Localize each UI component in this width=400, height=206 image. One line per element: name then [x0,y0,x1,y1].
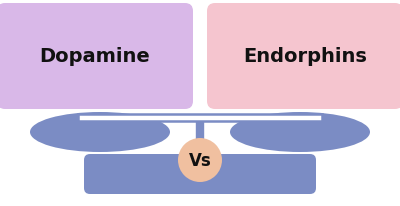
FancyBboxPatch shape [207,4,400,109]
Text: Endorphins: Endorphins [243,47,367,66]
Bar [314,121,319,135]
Ellipse shape [30,112,170,152]
Ellipse shape [230,112,370,152]
Text: Vs: Vs [189,151,211,169]
FancyBboxPatch shape [0,4,193,109]
Bar [81,121,86,135]
Circle shape [178,138,222,182]
Bar [196,116,203,160]
FancyBboxPatch shape [84,154,316,194]
FancyBboxPatch shape [78,115,322,121]
Text: Dopamine: Dopamine [40,47,150,66]
